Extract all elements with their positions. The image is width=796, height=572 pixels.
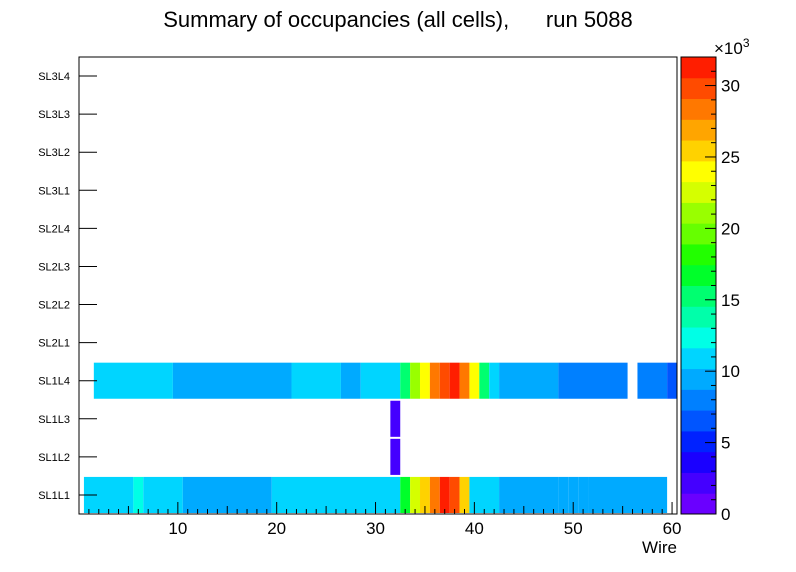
palette-swatch <box>681 223 716 245</box>
palette-swatch <box>681 77 716 100</box>
palette-exponent-label: ×103 <box>714 36 750 58</box>
palette-tick-label: 15 <box>721 291 740 310</box>
palette-swatch <box>681 368 716 390</box>
palette-swatch <box>681 451 716 473</box>
x-tick-label: 20 <box>267 519 286 538</box>
heat-cell-sl1l2 <box>390 438 401 475</box>
heat-cell-sl1l4 <box>172 362 292 399</box>
palette-tick-label: 20 <box>721 219 740 238</box>
palette-tick-label: 25 <box>721 148 740 167</box>
palette-swatch <box>681 472 716 494</box>
heat-cell-sl1l1 <box>400 476 411 513</box>
heat-cell-sl1l1 <box>429 476 440 513</box>
heat-cell-sl1l1 <box>578 476 589 513</box>
palette-axis: 0 5 10 15 20 25 30 <box>705 56 740 524</box>
palette-exponent-power: 3 <box>743 36 750 50</box>
heat-cell-sl1l4 <box>637 362 668 399</box>
heat-cell-sl1l4 <box>360 362 401 399</box>
palette-tick-label: 0 <box>721 505 730 524</box>
y-tick-label-sl3l4: SL3L4 <box>38 71 70 83</box>
palette-swatch <box>681 347 716 370</box>
palette-swatch <box>681 389 716 411</box>
heat-cell-sl1l4 <box>291 362 341 399</box>
heat-cell-sl1l3 <box>390 400 401 437</box>
palette-swatch <box>681 181 716 203</box>
y-tick-label-sl1l4: SL1L4 <box>38 376 70 388</box>
palette-swatch <box>681 306 716 328</box>
x-tick-label: 50 <box>564 519 583 538</box>
heat-cell-sl1l1 <box>143 476 183 513</box>
palette-swatch <box>681 493 716 515</box>
x-tick-label: 30 <box>366 519 385 538</box>
palette-tick-label: 5 <box>721 434 730 453</box>
heat-cell-sl1l4 <box>469 362 480 399</box>
heat-cell-sl1l1 <box>568 476 579 513</box>
palette-swatch <box>681 285 716 307</box>
palette-swatch <box>681 243 716 266</box>
x-tick-label: 10 <box>168 519 187 538</box>
plot-frame <box>78 56 678 515</box>
heat-cell-sl1l1 <box>558 476 569 513</box>
heat-cell-sl1l4 <box>439 362 450 399</box>
y-tick-label-sl1l2: SL1L2 <box>38 452 70 464</box>
heat-cell-sl1l1 <box>420 476 430 513</box>
heat-cell-sl1l1 <box>548 476 559 513</box>
y-tick-label-sl2l1: SL2L1 <box>38 338 70 350</box>
palette-swatch <box>681 140 716 162</box>
heat-cell-sl1l4 <box>667 362 677 399</box>
heat-cell-sl1l4 <box>340 362 361 399</box>
y-tick-label-sl2l4: SL2L4 <box>38 223 70 235</box>
heat-cell-sl1l4 <box>400 362 411 399</box>
y-axis: SL1L1 SL1L2 SL1L3 SL1L4 SL2L1 SL2L2 SL2L3 SL2L4… <box>38 71 97 502</box>
heat-cell-sl1l4 <box>429 362 440 399</box>
heat-cell-sl1l4 <box>489 362 500 399</box>
palette-swatch <box>681 98 716 120</box>
y-tick-label-sl3l2: SL3L2 <box>38 147 70 159</box>
heat-cell-sl1l4 <box>558 362 628 399</box>
palette-swatch <box>681 57 716 79</box>
palette-swatch <box>681 202 716 224</box>
color-palette <box>680 56 717 515</box>
heat-cell-sl1l4 <box>479 362 490 399</box>
heat-cell-sl1l1 <box>449 476 460 513</box>
palette-exponent-base: ×10 <box>714 39 743 58</box>
y-tick-label-sl3l1: SL3L1 <box>38 185 70 197</box>
x-axis-title: Wire <box>642 538 677 557</box>
heat-cell-sl1l4 <box>449 362 460 399</box>
y-tick-label-sl2l2: SL2L2 <box>38 300 70 312</box>
heat-cell-sl1l4 <box>499 362 559 399</box>
heat-cell-sl1l1 <box>439 476 450 513</box>
palette-tick-label: 10 <box>721 362 740 381</box>
heat-cell-sl1l4 <box>420 362 430 399</box>
y-tick-label-sl1l1: SL1L1 <box>38 490 70 502</box>
y-tick-label-sl1l3: SL1L3 <box>38 414 70 426</box>
heat-cell-sl1l1 <box>459 476 470 513</box>
heat-cell-sl1l4 <box>410 362 420 399</box>
palette-swatch <box>681 410 716 432</box>
palette-swatch <box>681 119 716 141</box>
heat-cell-sl1l4 <box>93 362 173 399</box>
palette-swatch <box>681 160 716 183</box>
palette-tick-label: 30 <box>721 77 740 96</box>
y-tick-label-sl3l3: SL3L3 <box>38 109 70 121</box>
chart-title: Summary of occupancies (all cells), run … <box>163 7 633 32</box>
heat-cell-sl1l4 <box>459 362 470 399</box>
heat-cell-sl1l1 <box>271 476 401 513</box>
palette-swatch <box>681 430 716 453</box>
x-tick-label: 40 <box>465 519 484 538</box>
y-tick-label-sl2l3: SL2L3 <box>38 261 70 273</box>
palette-swatch <box>681 264 716 286</box>
heat-cell-sl1l1 <box>410 476 420 513</box>
heat-cell-sl1l1 <box>588 476 668 513</box>
x-axis: 10 20 30 40 50 60 <box>88 502 682 538</box>
palette-swatch <box>681 327 716 349</box>
heat-cell-sl1l1 <box>133 476 144 513</box>
x-tick-label: 60 <box>663 519 682 538</box>
